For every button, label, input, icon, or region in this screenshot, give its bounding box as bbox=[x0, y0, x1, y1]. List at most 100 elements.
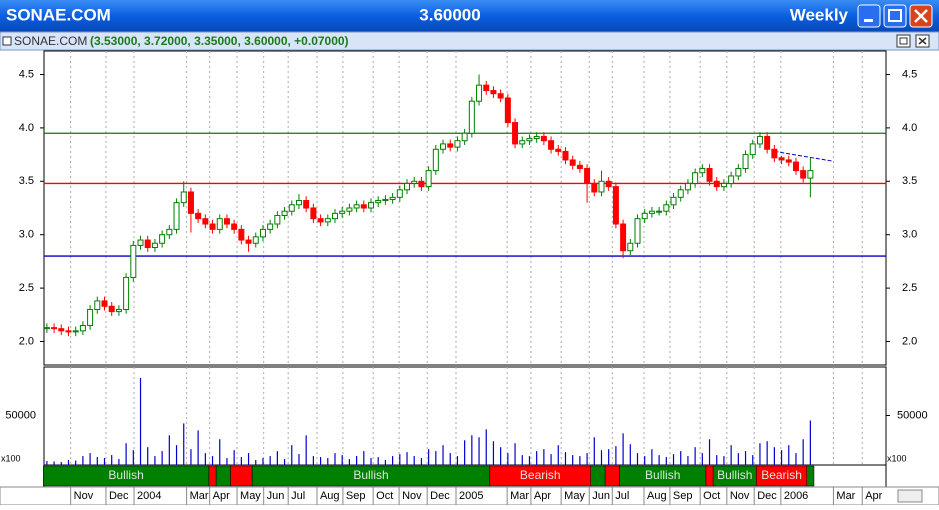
candle-body bbox=[684, 182, 691, 191]
candle-body bbox=[476, 84, 483, 102]
candle-body bbox=[43, 327, 50, 330]
x-tick-label: Jul bbox=[615, 490, 629, 502]
x-tick-label: Aug bbox=[320, 490, 340, 502]
x-tick-label: Mar bbox=[510, 490, 529, 502]
candle-body bbox=[792, 161, 799, 172]
candle-body bbox=[375, 200, 382, 204]
candle-body bbox=[526, 138, 533, 142]
candle-body bbox=[137, 239, 144, 246]
candle-body bbox=[800, 170, 807, 179]
candle-body bbox=[418, 180, 425, 188]
y-tick-label: 50000 bbox=[897, 409, 928, 421]
x-tick-label: Jun bbox=[267, 490, 285, 502]
candle-body bbox=[569, 159, 576, 166]
candle-body bbox=[267, 223, 274, 230]
candle-body bbox=[497, 93, 504, 99]
candle-body bbox=[108, 305, 115, 313]
candle-body bbox=[295, 200, 302, 206]
candle-body bbox=[389, 196, 396, 200]
volume-multiplier: x100 bbox=[887, 453, 907, 463]
candle-body bbox=[440, 143, 447, 150]
candle-body bbox=[656, 210, 663, 213]
candle-body bbox=[209, 223, 216, 230]
candle-body bbox=[94, 300, 101, 310]
candle-body bbox=[627, 242, 634, 252]
candle-body bbox=[274, 214, 281, 225]
candle-body bbox=[677, 189, 684, 198]
candle-body bbox=[65, 330, 72, 333]
candle-body bbox=[461, 132, 468, 142]
y-tick-label: 2.0 bbox=[902, 335, 917, 347]
candle-body bbox=[807, 170, 814, 179]
signal-band bbox=[604, 465, 620, 487]
restore-button[interactable] bbox=[896, 34, 911, 48]
signal-label: Bearish bbox=[761, 468, 802, 482]
candle-body bbox=[187, 191, 194, 214]
candle-body bbox=[115, 308, 122, 313]
x-tick-label: Jun bbox=[592, 490, 610, 502]
candle-body bbox=[778, 157, 785, 161]
scroll-button[interactable] bbox=[897, 489, 923, 503]
signal-band bbox=[215, 465, 231, 487]
candle-body bbox=[670, 196, 677, 206]
x-tick-label: Nov bbox=[402, 490, 422, 502]
x-tick-label: Apr bbox=[534, 490, 551, 502]
candle-body bbox=[504, 97, 511, 124]
candle-body bbox=[648, 210, 655, 214]
candle-body bbox=[324, 218, 331, 223]
candle-body bbox=[245, 239, 252, 244]
subtitle-bar bbox=[0, 31, 939, 51]
candle-body bbox=[317, 218, 324, 223]
candle-body bbox=[512, 122, 519, 145]
signal-band bbox=[208, 465, 217, 487]
candle-body bbox=[663, 204, 670, 212]
signal-band bbox=[705, 465, 714, 487]
maximize-button[interactable] bbox=[883, 4, 907, 28]
window-buttons[interactable] bbox=[857, 4, 933, 28]
candle-body bbox=[281, 210, 288, 216]
candle-body bbox=[346, 207, 353, 212]
candle-body bbox=[447, 143, 454, 148]
candle-body bbox=[548, 140, 555, 150]
candle-body bbox=[764, 135, 771, 150]
signal-band bbox=[230, 465, 253, 487]
candle-body bbox=[130, 244, 137, 278]
candle-body bbox=[490, 90, 497, 95]
candle-body bbox=[468, 100, 475, 134]
candle-body bbox=[519, 140, 526, 145]
candle-body bbox=[259, 228, 266, 238]
signal-label: Bullish bbox=[645, 468, 680, 482]
candle-body bbox=[483, 84, 490, 92]
y-tick-label: 3.0 bbox=[19, 229, 34, 241]
minimize-button[interactable] bbox=[857, 4, 881, 28]
x-tick-label: Nov bbox=[74, 490, 94, 502]
subtitle-values: (3.53000, 3.72000, 3.35000, 3.60000, +0.… bbox=[90, 34, 349, 48]
x-tick-label: Dec bbox=[109, 490, 129, 502]
x-tick-label: May bbox=[564, 490, 585, 502]
x-tick-label: 2005 bbox=[459, 490, 483, 502]
close-icon bbox=[914, 9, 928, 23]
x-tick-label: Aug bbox=[647, 490, 667, 502]
title-bar bbox=[0, 0, 939, 32]
candle-body bbox=[540, 135, 547, 142]
candle-body bbox=[87, 308, 94, 326]
candle-body bbox=[151, 242, 158, 249]
candle-body bbox=[238, 228, 245, 241]
candle-body bbox=[728, 175, 735, 184]
minimize-icon bbox=[864, 19, 873, 22]
candle-body bbox=[756, 135, 763, 145]
candle-body bbox=[252, 236, 259, 244]
candle-body bbox=[425, 170, 432, 188]
candle-body bbox=[144, 239, 151, 249]
maximize-icon bbox=[888, 9, 902, 22]
y-tick-label: 2.0 bbox=[19, 335, 34, 347]
candle-body bbox=[612, 186, 619, 225]
candle-body bbox=[101, 300, 108, 307]
x-tick-label: Sep bbox=[346, 490, 366, 502]
candle-body bbox=[79, 324, 86, 332]
y-tick-label: 2.5 bbox=[902, 282, 917, 294]
x-tick-label: Apr bbox=[865, 490, 882, 502]
signal-label: Bullish bbox=[717, 468, 752, 482]
candle-body bbox=[195, 212, 202, 220]
